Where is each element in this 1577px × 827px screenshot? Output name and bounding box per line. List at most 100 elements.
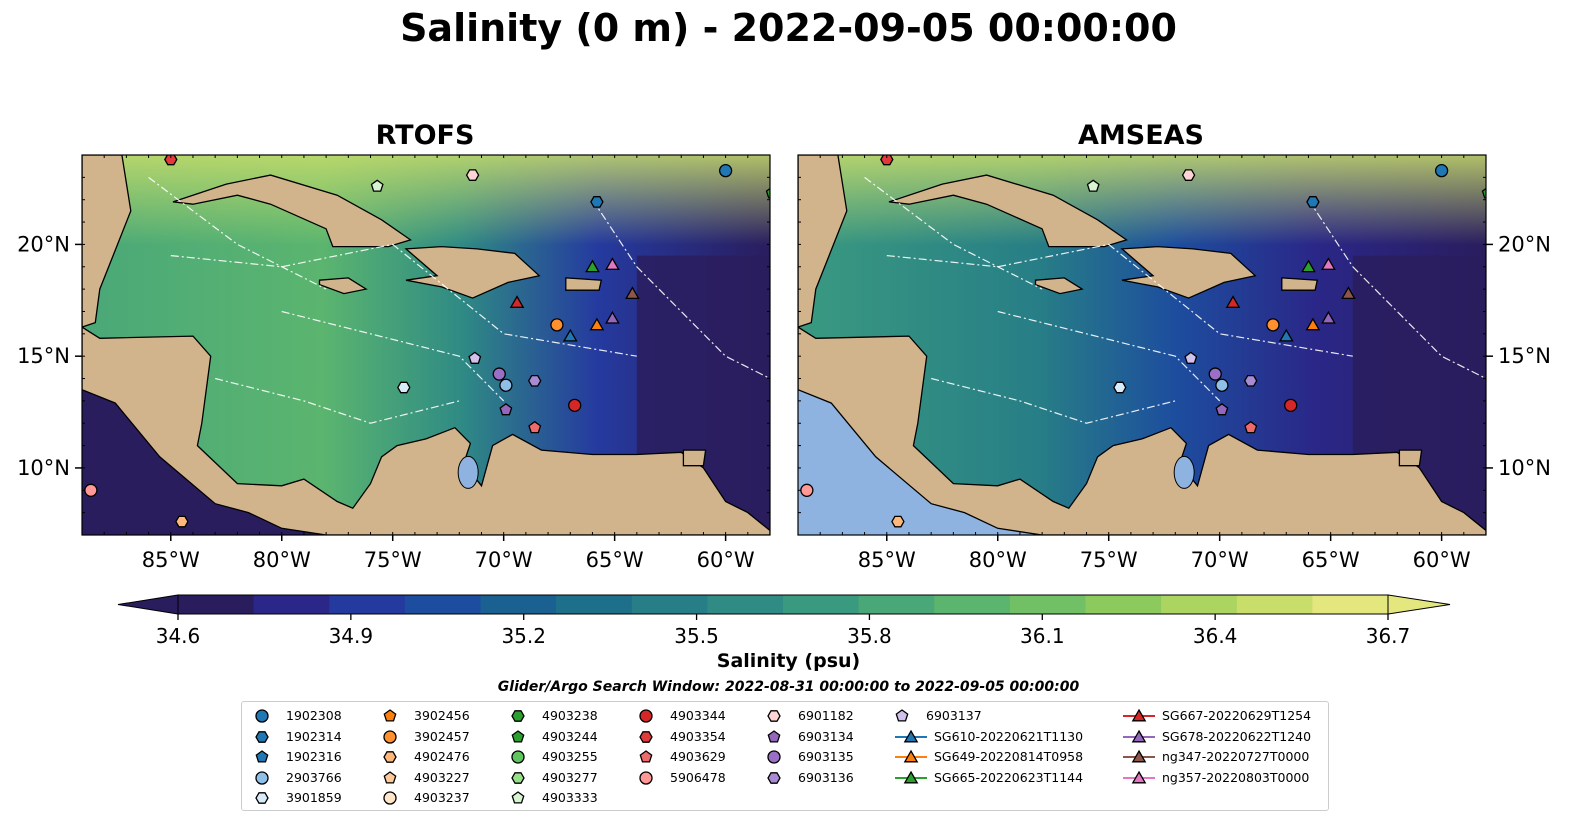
x-tick-label: 75°W — [364, 548, 422, 572]
central-america-landmass — [82, 326, 770, 535]
marker-6903137 — [1184, 351, 1198, 364]
marker-3901859 — [1113, 381, 1127, 394]
salinity-colorbar: 34.6 34.9 35.2 35.5 35.8 36.1 36.4 36.7 — [117, 594, 1451, 648]
y-tick-label: 15°N — [1498, 344, 1551, 368]
central-america-landmass — [798, 326, 1486, 535]
legend-marker — [511, 710, 525, 722]
legend-label: SG665-20220623T1144 — [934, 769, 1084, 785]
legend-label: 3901859 — [286, 790, 342, 805]
marker-4903333 — [370, 179, 384, 192]
legend-marker — [383, 770, 397, 784]
marker-3902457 — [550, 318, 564, 332]
trinidad-island — [682, 449, 707, 467]
marker-4903244 — [765, 187, 770, 199]
marker-6903137 — [468, 351, 482, 364]
marker-6903136 — [1243, 374, 1258, 387]
marker-4902476 — [175, 515, 189, 528]
marker-5906478 — [800, 483, 814, 497]
y-tick-label: 10°N — [17, 456, 70, 480]
legend-marker — [383, 729, 397, 744]
legend-label: 6903135 — [798, 749, 854, 764]
x-tick-label: 65°W — [1302, 548, 1360, 572]
colorbar-segment — [1236, 595, 1313, 614]
colorbar-segment — [556, 595, 633, 614]
legend-label: 6901182 — [798, 708, 854, 723]
legend-marker — [1131, 729, 1147, 742]
marker-SG678-20220622T1240 — [1321, 310, 1336, 324]
colorbar-extend-low — [117, 594, 179, 615]
puerto-rico-island — [1281, 277, 1319, 291]
legend-label: SG649-20220814T0958 — [934, 749, 1084, 764]
legend-marker — [903, 729, 919, 742]
legend-marker — [511, 750, 525, 764]
legend-marker — [511, 771, 525, 784]
eez-boundary-line — [864, 176, 1043, 290]
legend-label: 5906478 — [670, 769, 726, 785]
x-tick-label: 80°W — [253, 548, 311, 572]
eez-boundary-line — [1307, 199, 1486, 380]
colorbar-segment — [1009, 595, 1086, 614]
trinidad-island — [1398, 449, 1423, 467]
eez-boundary-line — [281, 310, 505, 402]
colorbar-tick-label: 34.6 — [156, 624, 201, 648]
colorbar-segment — [404, 595, 481, 614]
legend-label: 4903227 — [414, 769, 470, 785]
x-tick-label: 70°W — [475, 548, 533, 572]
marker-6903134 — [1215, 402, 1229, 416]
legend-marker — [767, 729, 781, 743]
legend-label: 4903255 — [542, 749, 598, 764]
legend-label: 1902316 — [286, 749, 342, 764]
marker-4902476 — [891, 515, 905, 528]
colorbar-segment — [631, 595, 708, 614]
legend-label: 4903354 — [670, 728, 726, 744]
map-frame — [797, 154, 1487, 536]
legend-marker — [1131, 770, 1147, 783]
x-tick-label: 85°W — [142, 548, 200, 572]
legend-label: 4903244 — [542, 728, 598, 744]
legend-label: 4903277 — [542, 769, 598, 785]
legend-label: 4903344 — [670, 708, 726, 723]
rtofs-map: 85°W 80°W 75°W 70°W 65°W 60°W 20°N 15°N 10°N — [17, 154, 771, 572]
legend-label: SG610-20220621T1130 — [934, 728, 1084, 744]
legend-label: 4903629 — [670, 749, 726, 764]
eez-boundary-line — [170, 243, 637, 357]
colorbar-tick-label: 36.4 — [1193, 624, 1238, 648]
legend: 1902308 1902314 1902316 2903766 3901859 39024… — [241, 701, 1329, 811]
marker-SG678-20220622T1240 — [605, 310, 620, 324]
marker-1902314 — [590, 196, 604, 208]
marker-ng347-20220727T0000 — [625, 286, 640, 300]
marker-6903135 — [1208, 367, 1222, 381]
marker-SG667-20220629T1254 — [1225, 295, 1241, 308]
colorbar-label: Salinity (psu) — [716, 650, 861, 672]
legend-label: 4903237 — [414, 790, 470, 805]
marker-1902308 — [1434, 163, 1449, 178]
legend-marker — [255, 770, 269, 785]
marker-4903344 — [568, 398, 582, 413]
legend-marker — [1131, 708, 1147, 722]
marker-4903354 — [164, 155, 178, 166]
puerto-rico-island — [565, 277, 603, 291]
yucatan-landmass — [82, 155, 132, 328]
colorbar-tick-label: 36.7 — [1366, 624, 1411, 648]
jamaica-island — [1034, 277, 1084, 295]
legend-label: SG678-20220622T1240 — [1162, 728, 1312, 744]
colorbar-segment — [329, 595, 406, 614]
colorbar-segment — [934, 595, 1011, 614]
marker-SG610-20220621T1130 — [562, 328, 578, 342]
colorbar-tick-label: 34.9 — [329, 624, 374, 648]
legend-marker — [639, 730, 653, 743]
marker-SG649-20220814T0958 — [589, 317, 605, 331]
y-tick-label: 15°N — [17, 344, 70, 368]
hispaniola-island — [1120, 245, 1257, 299]
marker-ng357-20220803T0000 — [605, 257, 620, 270]
legend-marker — [511, 729, 525, 743]
cuba-island — [172, 174, 412, 248]
colorbar-segment — [178, 595, 255, 614]
panel-title-rtofs: RTOFS — [375, 120, 475, 151]
colorbar-segment — [1312, 595, 1389, 614]
marker-SG649-20220814T0958 — [1305, 317, 1321, 331]
yucatan-landmass — [798, 155, 848, 328]
marker-6903134 — [499, 402, 513, 416]
colorbar-tick-label: 35.5 — [674, 624, 719, 648]
